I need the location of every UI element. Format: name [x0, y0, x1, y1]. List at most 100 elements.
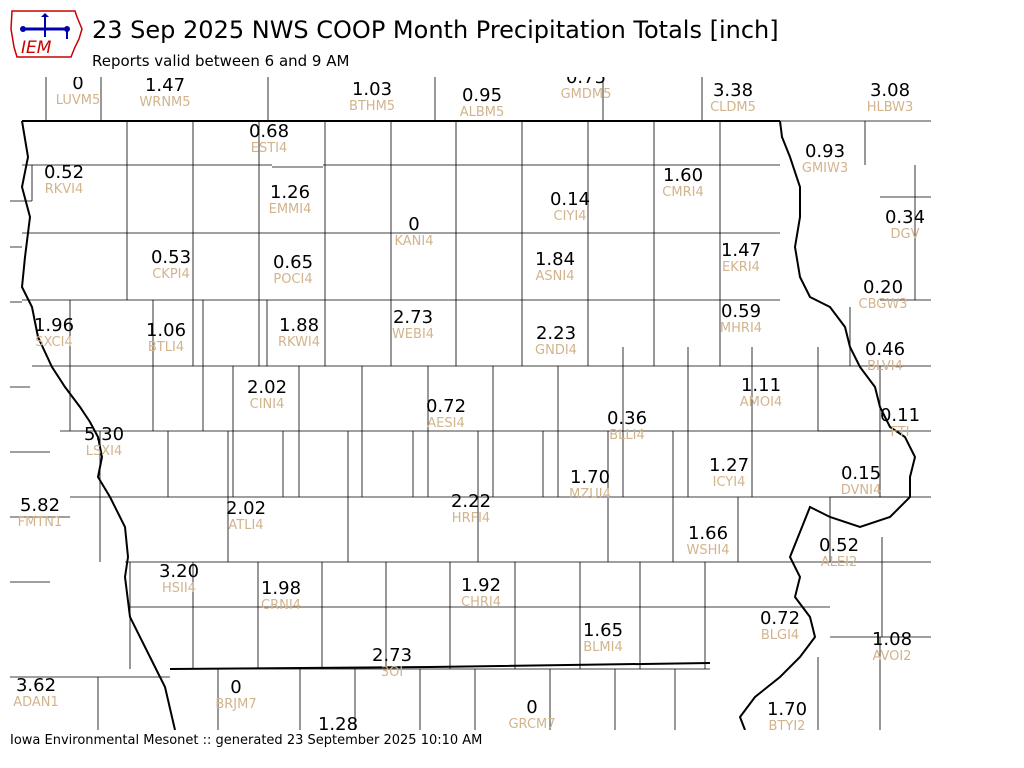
- station-id: CHRI4: [461, 595, 501, 610]
- station-id: ATLI4: [228, 518, 263, 533]
- station-value: 1.84: [535, 249, 575, 270]
- station-value: 0.14: [550, 189, 590, 210]
- station-value: 2.02: [226, 498, 266, 519]
- station-id: BLVI4: [867, 359, 903, 374]
- map-title: 23 Sep 2025 NWS COOP Month Precipitation…: [92, 16, 779, 44]
- station-id: BLGI4: [761, 628, 799, 643]
- iem-logo: IEM: [9, 7, 84, 60]
- station-id: CINI4: [250, 397, 285, 412]
- county-boundaries: [10, 77, 931, 730]
- station-value: 2.73: [372, 645, 412, 666]
- station-value: 0.36: [607, 408, 647, 429]
- station-value: 5.30: [84, 424, 124, 445]
- station-value: 1.47: [145, 77, 185, 96]
- station-id: GNDI4: [535, 343, 577, 358]
- station-id: CLDM5: [710, 100, 756, 115]
- station-value: 0.34: [885, 207, 925, 228]
- station-value: 2.73: [393, 307, 433, 328]
- station-value: 0: [526, 697, 537, 718]
- station-value: 0.15: [841, 463, 881, 484]
- station-id: GRCM7: [508, 717, 555, 730]
- station-id: GMDM5: [561, 87, 612, 102]
- station-value: 1.96: [34, 315, 74, 336]
- station-id: CRNI4: [261, 598, 301, 613]
- station-value: 0.72: [760, 608, 800, 629]
- station-value: 0: [408, 214, 419, 235]
- station-value: 0: [72, 77, 83, 94]
- station-id: AMOI4: [740, 395, 782, 410]
- station-id: WRNM5: [139, 95, 190, 110]
- station-id: WEBI4: [392, 327, 434, 342]
- station-value: 1.11: [741, 375, 781, 396]
- station-value: 1.88: [279, 315, 319, 336]
- station-id: EMMI4: [269, 202, 312, 217]
- station-id: 3OI: [381, 665, 403, 680]
- station-value: 0.52: [819, 535, 859, 556]
- station-value: 1.08: [872, 629, 912, 650]
- station-value: 2.23: [536, 323, 576, 344]
- station-id: DGV: [891, 227, 920, 242]
- station-value: 0.59: [721, 301, 761, 322]
- station-value: 5.82: [20, 495, 60, 516]
- station-id: LUVM5: [56, 93, 101, 108]
- station-value: 1.70: [570, 467, 610, 488]
- station-value: 0.65: [273, 252, 313, 273]
- station-id: HRFI4: [452, 511, 490, 526]
- station-value: 3.08: [870, 80, 910, 101]
- station-value: 0.68: [249, 121, 289, 142]
- station-id: ESTI4: [251, 141, 288, 156]
- station-id: POCI4: [273, 272, 312, 287]
- map-subtitle: Reports valid between 6 and 9 AM: [92, 52, 350, 70]
- station-value: 0.95: [462, 85, 502, 106]
- station-id: BLLI4: [609, 428, 645, 443]
- station-value: 2.02: [247, 377, 287, 398]
- station-id: SXCI4: [35, 335, 72, 350]
- station-id: EKRI4: [722, 260, 760, 275]
- station-value: 1.92: [461, 575, 501, 596]
- station-value: 1.66: [688, 523, 728, 544]
- state-borders: [20, 120, 917, 731]
- station-value: 1.65: [583, 620, 623, 641]
- station-id: BTYI2: [769, 719, 806, 730]
- station-id: FMTN1: [18, 515, 63, 530]
- station-id: DVNI4: [841, 483, 882, 498]
- station-id: FTI: [890, 425, 909, 440]
- station-id: RKWI4: [278, 335, 320, 350]
- station-id: WSHI4: [687, 543, 730, 558]
- station-id: ASNI4: [536, 269, 575, 284]
- station-value: 1.47: [721, 240, 761, 261]
- station-value: 0.93: [805, 141, 845, 162]
- station-id: KANI4: [394, 234, 433, 249]
- station-id: CMRI4: [662, 185, 703, 200]
- station-id: LSXI4: [86, 444, 123, 459]
- station-value: 0.20: [863, 277, 903, 298]
- station-value: 2.22: [451, 491, 491, 512]
- station-id: RKVI4: [45, 182, 84, 197]
- station-id: HSII4: [162, 581, 196, 596]
- station-id: BRJM7: [215, 697, 256, 712]
- station-value: 1.28: [318, 714, 358, 730]
- station-value: 1.27: [709, 455, 749, 476]
- station-id: ALBM5: [460, 105, 505, 120]
- station-id: AVOI2: [872, 649, 911, 664]
- station-id: AESI4: [427, 416, 464, 431]
- precipitation-map: 0 LUVM5 1.47 WRNM5 1.03 BTHM5 0.95 ALBM5 0.75 GMD…: [10, 67, 931, 735]
- station-value: 3.62: [16, 675, 56, 696]
- footer-credit: Iowa Environmental Mesonet :: generated …: [10, 733, 483, 748]
- station-value: 3.38: [713, 80, 753, 101]
- station-value: 1.26: [270, 182, 310, 203]
- station-value: 0.53: [151, 247, 191, 268]
- station-id: MZUI4: [569, 487, 611, 502]
- logo-text: IEM: [21, 38, 52, 58]
- station-value: 1.03: [352, 79, 392, 100]
- station-value: 1.98: [261, 578, 301, 599]
- station-value: 1.06: [146, 320, 186, 341]
- station-value: 0.72: [426, 396, 466, 417]
- station-value: 1.70: [767, 699, 807, 720]
- station-value: 0.11: [880, 405, 920, 426]
- station-value: 1.60: [663, 165, 703, 186]
- station-id: CIYI4: [554, 209, 587, 224]
- station-value: 0.46: [865, 339, 905, 360]
- station-id: ADAN1: [13, 695, 59, 710]
- station-id: CKPI4: [152, 267, 190, 282]
